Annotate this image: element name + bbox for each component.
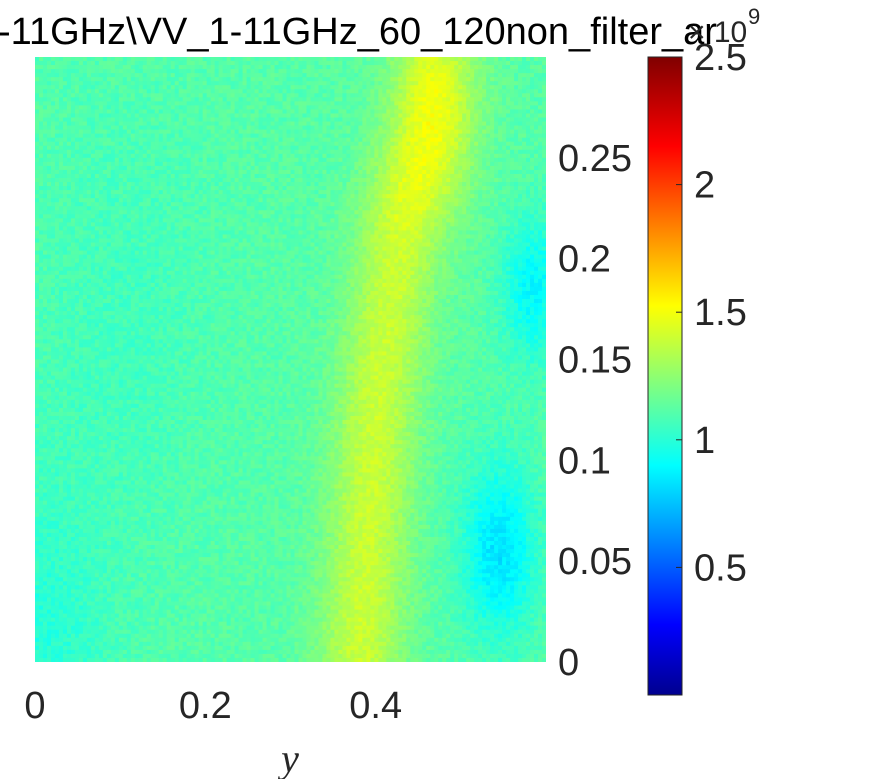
y-tick-label: 0.25 — [558, 138, 632, 180]
colorbar-tick-label: 2.5 — [694, 37, 747, 79]
y-tick-label: 0.1 — [558, 440, 611, 482]
x-tick-label: 0.2 — [179, 685, 232, 727]
x-axis-label: y — [277, 736, 299, 779]
heatmap-area — [35, 57, 546, 662]
y-tick-label: 0 — [558, 642, 579, 684]
colorbar-exponent: × 10 9 — [688, 4, 760, 49]
colorbar-tick-label: 1.5 — [694, 292, 747, 334]
colorbar-tick-labels: 0.5 1 1.5 2 2.5 — [676, 37, 747, 589]
colorbar-tick-label: 2 — [694, 165, 715, 207]
colorbar — [647, 56, 683, 696]
y-tick-label: 0.15 — [558, 340, 632, 382]
x-tick-label: 0.4 — [349, 685, 402, 727]
y-tick-label: 0.05 — [558, 541, 632, 583]
y-tick-label: 0.2 — [558, 239, 611, 281]
x-tick-labels: 0 0.2 0.4 — [24, 685, 402, 727]
y-tick-labels: 0 0.05 0.1 0.15 0.2 0.25 — [558, 138, 632, 684]
colorbar-tick-label: 1 — [694, 420, 715, 462]
x-tick-label: 0 — [24, 685, 45, 727]
chart-title: -11GHz\VV_1-11GHz_60_120non_filter_ar — [0, 11, 717, 53]
colorbar-tick-label: 0.5 — [694, 547, 747, 589]
